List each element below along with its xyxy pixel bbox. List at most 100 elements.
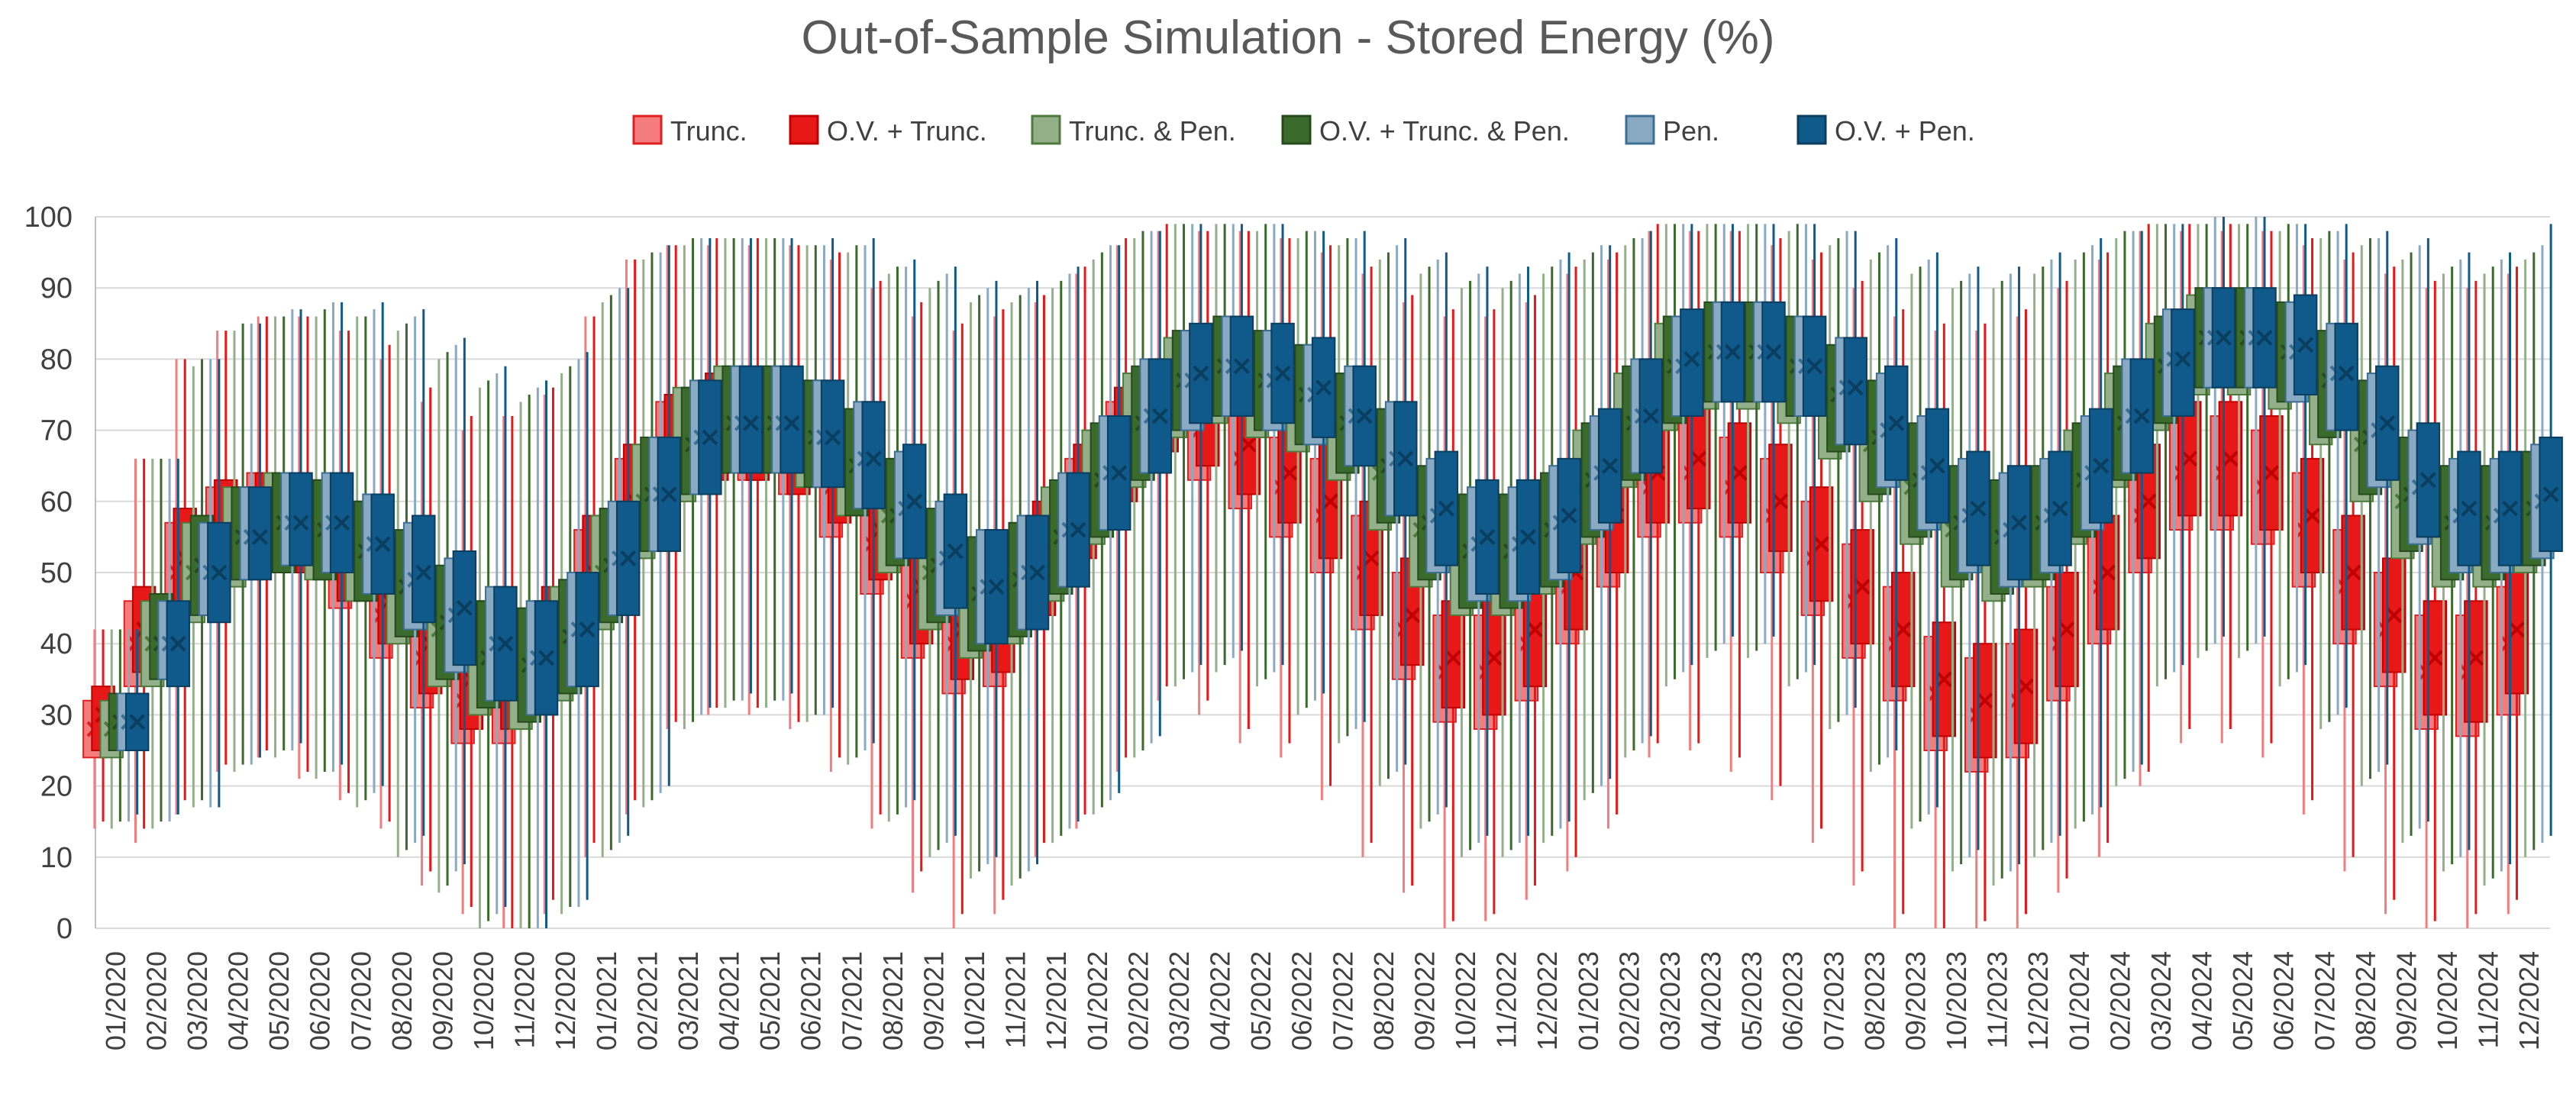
x-tick-label: 02/2021: [631, 951, 663, 1050]
mean-marker: [2051, 500, 2068, 517]
mean-marker: [2100, 564, 2116, 581]
mean-marker: [2379, 415, 2396, 431]
legend-label: Pen.: [1663, 115, 1719, 147]
mean-marker: [702, 429, 718, 446]
x-tick-label: 02/2022: [1122, 951, 1154, 1050]
mean-marker: [2140, 493, 2157, 510]
mean-marker: [743, 415, 759, 431]
mean-marker: [1438, 500, 1454, 517]
box: [1680, 308, 1704, 417]
mean-marker: [415, 564, 432, 581]
mean-marker: [1486, 650, 1503, 666]
x-tick-label: 11/2022: [1491, 951, 1522, 1048]
x-tick-label: 05/2020: [263, 951, 295, 1050]
mean-marker: [620, 550, 637, 566]
mean-marker: [1642, 408, 1659, 424]
legend-swatch: [1031, 115, 1061, 145]
x-tick-label: 01/2023: [1573, 951, 1604, 1050]
x-tick-label: 06/2022: [1286, 951, 1318, 1050]
x-tick-label: 01/2022: [1082, 951, 1113, 1050]
chart-title: Out-of-Sample Simulation - Stored Energy…: [802, 11, 1775, 64]
x-tick-label: 04/2024: [2187, 951, 2218, 1050]
mean-marker: [1690, 450, 1707, 467]
mean-marker: [1725, 344, 1741, 360]
mean-marker: [2093, 457, 2110, 474]
y-tick-label: 60: [40, 486, 73, 518]
mean-marker: [2181, 450, 2198, 467]
x-tick-label: 02/2024: [2104, 951, 2135, 1050]
mean-marker: [2263, 465, 2280, 481]
box: [1720, 301, 1745, 403]
mean-marker: [1274, 365, 1291, 382]
mean-marker: [2256, 330, 2273, 346]
legend: Trunc. O.V. + Trunc. Trunc. & Pen. O.V. + T…: [632, 115, 1975, 147]
mean-marker: [1854, 579, 1871, 595]
mean-marker: [1234, 358, 1250, 375]
mean-marker: [211, 564, 228, 581]
x-tick-label: 03/2024: [2145, 951, 2177, 1050]
mean-marker: [2216, 330, 2232, 346]
mean-marker: [1847, 379, 1864, 396]
mean-marker: [1479, 528, 1496, 545]
x-tick-label: 10/2022: [1450, 951, 1481, 1050]
x-tick-label: 01/2021: [591, 951, 622, 1050]
mean-marker: [865, 450, 882, 467]
legend-swatch: [632, 115, 663, 145]
mean-marker: [1070, 521, 1086, 538]
y-tick-label: 50: [40, 557, 73, 589]
x-tick-label: 12/2020: [550, 951, 581, 1050]
mean-marker: [497, 635, 514, 652]
mean-marker: [2011, 515, 2027, 531]
x-tick-label: 07/2021: [836, 951, 867, 1050]
mean-marker: [1397, 450, 1414, 467]
box: [1802, 315, 1827, 417]
legend-swatch: [1281, 115, 1312, 145]
mean-marker: [2426, 650, 2443, 666]
x-tick-label: 12/2021: [1041, 951, 1072, 1050]
x-tick-label: 12/2022: [1532, 951, 1563, 1050]
legend-label: O.V. + Trunc.: [827, 115, 987, 147]
mean-marker: [2133, 408, 2150, 424]
mean-marker: [1935, 671, 1952, 688]
mean-marker: [1970, 500, 1987, 517]
legend-label: O.V. + Pen.: [1835, 115, 1975, 147]
box: [820, 379, 845, 489]
mean-marker: [292, 515, 309, 531]
mean-marker: [374, 536, 391, 553]
x-tick-label: 04/2020: [223, 951, 254, 1050]
x-tick-label: 07/2020: [345, 951, 376, 1050]
mean-marker: [1929, 457, 1945, 474]
mean-marker: [1765, 344, 1782, 360]
mean-marker: [1281, 465, 1298, 481]
mean-marker: [1731, 465, 1748, 481]
mean-marker: [988, 579, 1005, 595]
mean-marker: [1404, 607, 1421, 624]
x-tick-label: 07/2022: [1327, 951, 1358, 1050]
x-tick-label: 09/2020: [427, 951, 458, 1050]
box: [780, 365, 804, 474]
x-tick-label: 09/2022: [1409, 951, 1440, 1050]
x-tick-label: 10/2023: [1941, 951, 1972, 1050]
x-tick-label: 01/2024: [2064, 951, 2095, 1050]
legend-swatch: [789, 115, 819, 145]
y-tick-label: 10: [40, 842, 73, 874]
x-tick-label: 10/2024: [2432, 951, 2463, 1050]
mean-marker: [129, 714, 146, 731]
mean-marker: [2461, 500, 2478, 517]
mean-marker: [1193, 365, 1209, 382]
mean-marker: [783, 415, 800, 431]
mean-marker: [1445, 650, 1461, 666]
mean-marker: [538, 650, 554, 666]
x-tick-label: 08/2021: [877, 951, 909, 1050]
x-tick-label: 10/2020: [468, 951, 499, 1050]
mean-marker: [2338, 365, 2355, 382]
x-tick-label: 08/2023: [1859, 951, 1890, 1050]
mean-marker: [1602, 457, 1619, 474]
mean-marker: [2174, 350, 2191, 367]
x-tick-label: 11/2020: [509, 951, 541, 1048]
box: [289, 472, 313, 566]
mean-marker: [2058, 621, 2075, 637]
x-tick-label: 09/2021: [918, 951, 949, 1050]
mean-marker: [1363, 550, 1380, 566]
